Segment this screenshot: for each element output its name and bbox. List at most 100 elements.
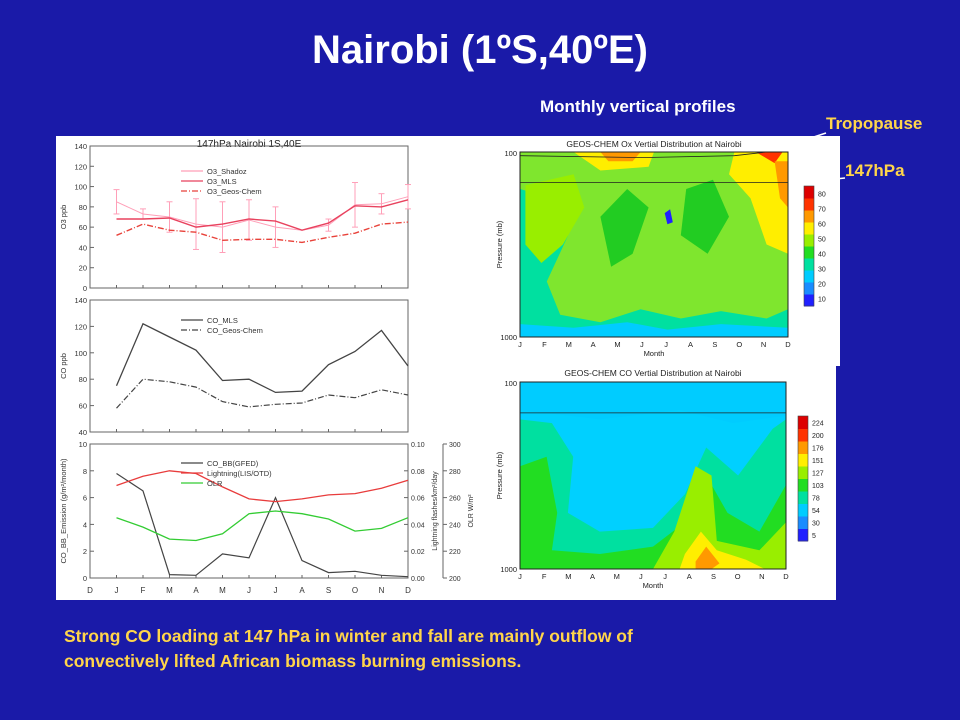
colorbar-label: 78 xyxy=(812,495,820,502)
co-heatmap-svg: GEOS-CHEM CO Vertial Distribution at Nai… xyxy=(495,368,824,590)
colorbar-label: 127 xyxy=(812,470,824,477)
y-tick-label: 1000 xyxy=(500,565,517,574)
y-tick-label: 20 xyxy=(79,264,87,273)
y3-tick-label: 300 xyxy=(449,442,461,449)
y2-tick-label: 0.00 xyxy=(411,576,425,583)
x-tick-label: A xyxy=(687,572,692,581)
y-tick-label: 40 xyxy=(79,243,87,252)
colorbar-label: 200 xyxy=(812,433,824,440)
colorbar-label: 151 xyxy=(812,458,824,465)
colorbar-segment xyxy=(804,294,814,307)
colorbar-segment xyxy=(804,282,814,295)
y-tick-label: 8 xyxy=(83,467,87,476)
colorbar-label: 10 xyxy=(818,297,826,304)
slide-title: Nairobi (1ºS,40ºE) xyxy=(312,28,648,72)
x-tick-label: J xyxy=(663,572,667,581)
heatmap-contour xyxy=(520,322,788,337)
colorbar-segment xyxy=(798,416,808,429)
x-tick-label: J xyxy=(664,340,668,349)
colorbar-segment xyxy=(804,234,814,247)
legend-label: CO_Geos-Chem xyxy=(207,326,263,335)
y2-tick-label: 0.08 xyxy=(411,469,425,476)
colorbar-frame xyxy=(797,415,809,542)
y-tick-label: 120 xyxy=(74,162,87,171)
colorbar-segment xyxy=(804,198,814,211)
x-tick-label: A xyxy=(193,586,199,595)
legend-label: CO_MLS xyxy=(207,316,238,325)
x-tick-label: M xyxy=(166,586,173,595)
y2-axis-label: Lightning flashes/km²/day xyxy=(432,471,439,551)
colorbar-label: 224 xyxy=(812,420,824,427)
colorbar-segment xyxy=(798,516,808,529)
x-tick-label: D xyxy=(785,340,791,349)
colorbar-label: 50 xyxy=(818,237,826,244)
y-tick-label: 0 xyxy=(83,284,87,293)
level-147hpa-label: 147hPa xyxy=(845,161,905,180)
colorbar-label: 40 xyxy=(818,252,826,259)
y3-tick-label: 200 xyxy=(449,576,461,583)
heatmap-field xyxy=(520,152,788,337)
heatmap-contour xyxy=(653,466,786,569)
x-tick-label: S xyxy=(711,572,716,581)
co-mls-line xyxy=(115,322,409,394)
y-tick-label: 6 xyxy=(83,494,87,503)
heatmap-contour xyxy=(600,152,641,162)
y-tick-label: 100 xyxy=(74,183,87,192)
y-tick-label: 140 xyxy=(74,296,87,305)
time-series-panel: 147hPa Nairobi 1S,40E 0 20 40 60 80 100 120 140 O… xyxy=(56,136,480,600)
y-tick-label: 80 xyxy=(79,375,87,384)
y-tick-label: 1000 xyxy=(500,333,517,342)
colorbar-label: 70 xyxy=(818,207,826,214)
y2-tick-label: 0.10 xyxy=(411,442,425,449)
y-tick-label: 120 xyxy=(74,322,87,331)
colorbar-frame xyxy=(803,185,815,307)
legend-label: O3_Geos-Chem xyxy=(207,187,262,196)
heatmap-contour xyxy=(520,456,786,569)
heatmap-contour xyxy=(525,174,585,263)
y3-tick-label: 240 xyxy=(449,522,461,529)
heatmap-title: GEOS-CHEM Ox Vertial Distribution at Nai… xyxy=(566,139,741,149)
y-axis-label: Pressure (mb) xyxy=(495,451,504,499)
x-tick-label: S xyxy=(326,586,331,595)
colorbar-segment xyxy=(798,478,808,492)
y-tick-label: 80 xyxy=(79,203,87,212)
y3-tick-label: 220 xyxy=(449,549,461,556)
o3-geos-line xyxy=(116,221,409,244)
heatmap-contour xyxy=(680,179,729,254)
legend-label: CO_BB(GFED) xyxy=(207,459,259,468)
heatmap-title: GEOS-CHEM CO Vertial Distribution at Nai… xyxy=(564,368,741,378)
y-axis-label: Pressure (mb) xyxy=(495,220,504,268)
y-tick-label: 0 xyxy=(83,574,87,583)
colorbar-segment xyxy=(798,491,808,504)
tropopause-label: Tropopause xyxy=(826,114,923,133)
x-tick-label: M xyxy=(566,340,572,349)
colorbar-label: 103 xyxy=(812,483,824,490)
legend-label: O3_Shadoz xyxy=(207,167,247,176)
y3-axis-label: OLR W/m² xyxy=(468,494,475,528)
colorbar-segment xyxy=(804,186,814,199)
colorbar-segment xyxy=(798,503,808,517)
y2-tick-label: 0.04 xyxy=(411,522,425,529)
x-tick-label: N xyxy=(379,586,385,595)
colorbar-label: 20 xyxy=(818,282,826,289)
colorbar-label: 60 xyxy=(818,222,826,229)
x-tick-label: M xyxy=(614,572,620,581)
y-axis-label: CO_BB_Emission (g/m²/month) xyxy=(59,458,68,564)
x-tick-label: O xyxy=(736,340,742,349)
o3-shadoz-line xyxy=(116,196,409,231)
heatmap-contour xyxy=(729,152,788,254)
x-tick-label: A xyxy=(591,340,596,349)
y-axis-label: O3 ppb xyxy=(59,205,68,230)
y-tick-label: 100 xyxy=(504,379,517,388)
colorbar-label: 5 xyxy=(812,533,816,540)
y-axis-label: CO ppb xyxy=(59,353,68,379)
x-tick-label: J xyxy=(274,586,278,595)
time-series-svg: 147hPa Nairobi 1S,40E020406080100120140O… xyxy=(59,139,475,595)
y3-tick-label: 280 xyxy=(449,469,461,476)
caption-line-2: convectively lifted African biomass burn… xyxy=(64,651,522,671)
y-tick-label: 100 xyxy=(74,349,87,358)
x-tick-label: A xyxy=(590,572,595,581)
chart-2-frame xyxy=(89,299,409,433)
x-tick-label: D xyxy=(87,586,93,595)
colorbar-segment xyxy=(804,246,814,259)
